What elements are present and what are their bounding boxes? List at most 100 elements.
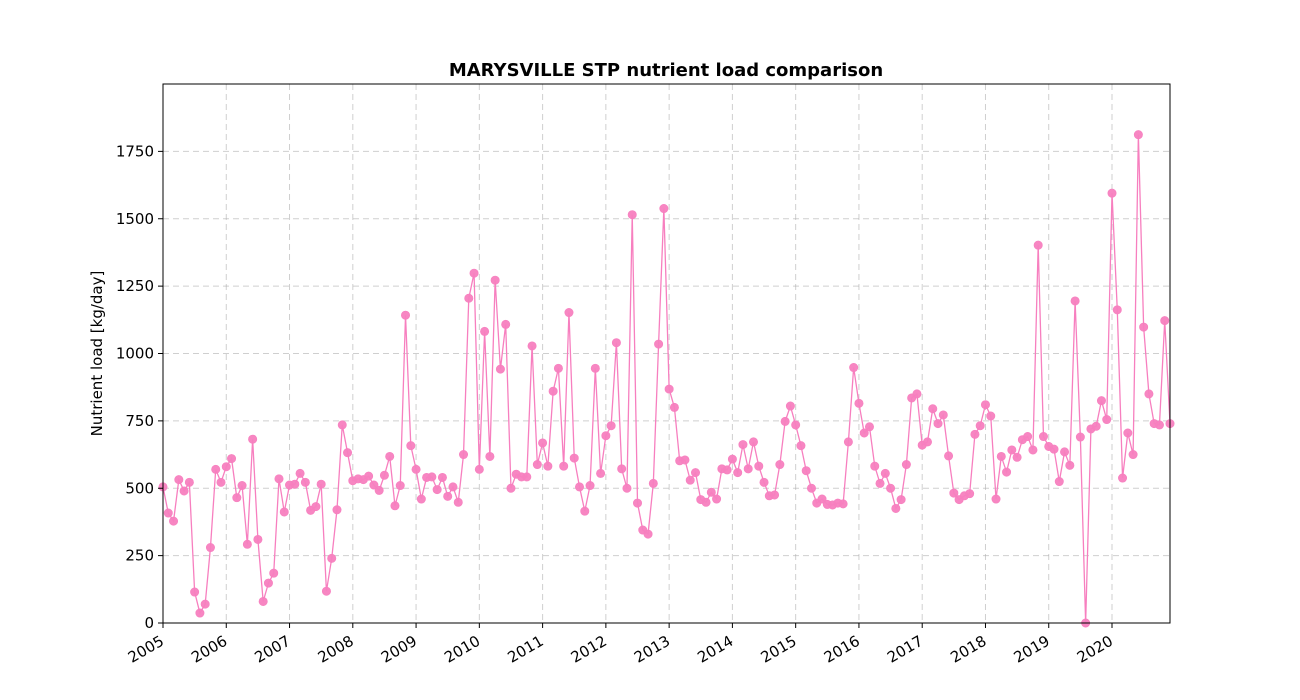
data-point [880,468,890,478]
data-point [928,404,938,414]
x-tick-label: 2014 [694,632,736,667]
data-point [770,490,780,500]
data-point [216,477,226,487]
data-point [1054,477,1064,487]
data-point [205,543,215,553]
data-point [727,454,737,464]
data-point [590,363,600,373]
data-point [622,483,632,493]
data-point [722,465,732,475]
data-point [374,485,384,495]
data-point [443,491,453,501]
data-point [669,402,679,412]
x-tick-label: 2018 [947,632,989,667]
data-point [195,608,205,618]
data-point [1096,396,1106,406]
data-point [701,497,711,507]
data-point [411,464,421,474]
data-point [263,578,273,588]
data-point [901,460,911,470]
data-point [1075,432,1085,442]
data-point [485,451,495,461]
data-point [379,470,389,480]
data-point [748,437,758,447]
data-point [685,475,695,485]
y-tick-label: 1750 [116,142,154,160]
data-point [838,499,848,509]
data-point [321,586,331,596]
data-point [849,363,859,373]
x-tick-label: 2020 [1074,632,1116,667]
data-point [364,471,374,481]
data-point [1144,389,1154,399]
data-point [912,389,922,399]
data-point [459,450,469,460]
data-point [279,507,289,517]
data-point [174,475,184,485]
data-point [248,434,258,444]
data-point [785,401,795,411]
data-point [427,472,437,482]
data-point [437,472,447,482]
data-point [986,411,996,421]
x-tick-label: 2007 [251,632,293,667]
data-point [295,468,305,478]
data-point [184,477,194,487]
data-point [733,468,743,478]
data-point [922,437,932,447]
y-tick-label: 1500 [116,210,154,228]
grid [163,84,1170,623]
data-point [875,478,885,488]
data-point [1007,445,1017,455]
data-point [1118,473,1128,483]
data-point [543,461,553,471]
x-tick-label: 2015 [758,632,800,667]
data-point [332,505,342,515]
data-point [406,441,416,451]
y-tick-label: 250 [125,547,154,565]
y-axis-label: Nutrient load [kg/day] [88,271,106,437]
data-point [242,539,252,549]
data-point [975,421,985,431]
x-tick-label: 2006 [188,632,230,667]
data-point [1060,447,1070,457]
data-point [1049,444,1059,454]
y-tick-label: 750 [125,412,154,430]
data-point [754,461,764,471]
data-point [801,466,811,476]
data-point [300,477,310,487]
y-tick-label: 1000 [116,345,154,363]
data-point [559,461,569,471]
data-point [1128,450,1138,460]
data-point [864,422,874,432]
data-point [791,420,801,430]
data-point [258,596,268,606]
data-point [395,481,405,491]
data-point [970,429,980,439]
data-point [738,440,748,450]
data-point [169,516,179,526]
x-tick-label: 2013 [631,632,673,667]
data-point [806,483,816,493]
data-point [585,481,595,491]
data-point [1154,420,1164,430]
data-point [448,482,458,492]
data-point [611,338,621,348]
data-point [743,464,753,474]
data-point [690,468,700,478]
data-point [606,421,616,431]
data-point [532,460,542,470]
data-point [1123,428,1133,438]
data-point [891,503,901,513]
x-tick-label: 2010 [441,632,483,667]
data-point [290,479,300,489]
data-point [274,474,284,484]
data-point [664,384,674,394]
data-point [1091,421,1101,431]
data-point [796,441,806,451]
data-point [648,478,658,488]
data-point [237,481,247,491]
data-point [316,479,326,489]
data-point [495,364,505,374]
data-point [991,494,1001,504]
